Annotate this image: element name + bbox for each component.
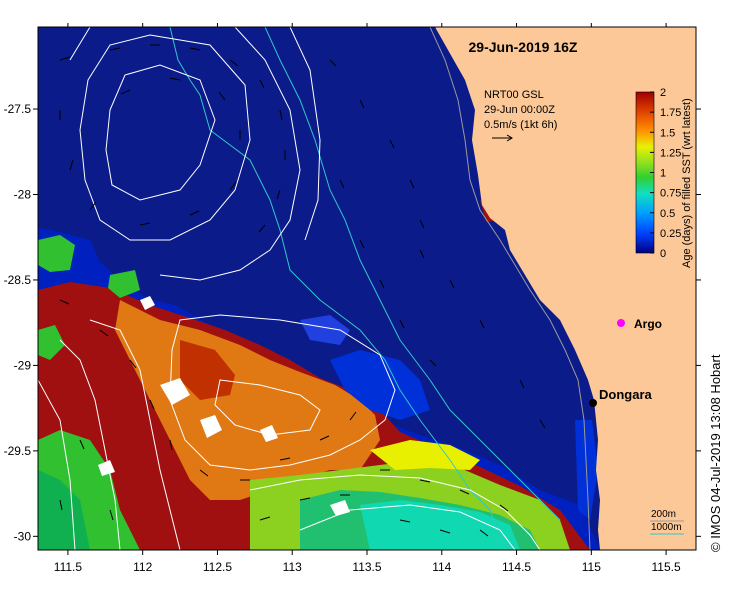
- colorbar-tick-label: 1.75: [660, 107, 681, 119]
- colorbar-tick-label: 1: [660, 168, 666, 180]
- current-legend-line2: 29-Jun 00:00Z: [484, 104, 555, 116]
- x-tick-label: 114: [432, 560, 451, 574]
- map-date-title: 29-Jun-2019 16Z: [469, 39, 578, 55]
- x-tick-label: 112: [133, 560, 152, 574]
- y-tick-label: -28.5: [4, 273, 32, 287]
- colorbar-tick-label: 0.5: [660, 208, 675, 220]
- y-tick-label: -29: [14, 358, 32, 372]
- isobath-200-label: 200m: [651, 509, 676, 520]
- current-legend-line1: NRT00 GSL: [484, 89, 544, 101]
- imos-credit: © IMOS 04-Jul-2019 13:08 Hobart: [708, 354, 723, 552]
- isobath-200m: [429, 27, 591, 550]
- x-tick-label: 115: [582, 560, 601, 574]
- argo-float-icon: [617, 319, 625, 327]
- colorbar-ticks: 2 1.75 1.5 1.25 1 0.75 0.5 0.25 0: [650, 87, 681, 260]
- y-tick-label: -29.5: [4, 444, 32, 458]
- colorbar-tick-label: 0.25: [660, 228, 681, 240]
- y-axis: -27.5 -28 -28.5 -29 -29.5 -30: [4, 102, 701, 543]
- town-dot-icon: [589, 399, 597, 407]
- x-axis: 111.5 112 112.5 113 113.5 114 114.5 115 115.5: [54, 23, 681, 574]
- colorbar-title: Age (days) of filled SST (wrt latest): [681, 98, 693, 268]
- x-tick-label: 111.5: [54, 560, 83, 574]
- argo-label: Argo: [634, 317, 662, 331]
- colorbar-tick-label: 1.25: [660, 147, 681, 159]
- x-tick-label: 114.5: [502, 560, 531, 574]
- current-legend: NRT00 GSL 29-Jun 00:00Z 0.5m/s (1kt 6h): [484, 89, 557, 142]
- colorbar-tick-label: 2: [660, 87, 666, 99]
- current-legend-line3: 0.5m/s (1kt 6h): [484, 119, 557, 131]
- dongara-label: Dongara: [599, 387, 653, 402]
- land-area: [435, 27, 696, 550]
- colorbar: 2 1.75 1.5 1.25 1 0.75 0.5 0.25 0 Age (days) of …: [635, 87, 693, 268]
- isobath-legend: 200m 1000m: [650, 509, 684, 535]
- x-tick-label: 115.5: [652, 560, 681, 574]
- sea-level-contours: [38, 27, 541, 550]
- y-tick-label: -30: [14, 529, 32, 543]
- x-tick-label: 112.5: [203, 560, 232, 574]
- colorbar-tick-label: 0.75: [660, 188, 681, 200]
- y-tick-label: -27.5: [4, 102, 32, 116]
- colorbar-tick-label: 0: [660, 248, 666, 260]
- current-vectors: [59, 44, 546, 537]
- isobath-1000m: [169, 27, 506, 550]
- colorbar-tick-label: 1.5: [660, 127, 675, 139]
- dongara-marker: Dongara: [589, 387, 653, 407]
- x-tick-label: 113: [283, 560, 302, 574]
- scale-arrow-icon: [492, 134, 513, 142]
- y-tick-label: -28: [14, 187, 32, 201]
- x-tick-label: 113.5: [352, 560, 381, 574]
- argo-marker: Argo: [617, 317, 662, 331]
- isobath-1000-label: 1000m: [651, 522, 682, 533]
